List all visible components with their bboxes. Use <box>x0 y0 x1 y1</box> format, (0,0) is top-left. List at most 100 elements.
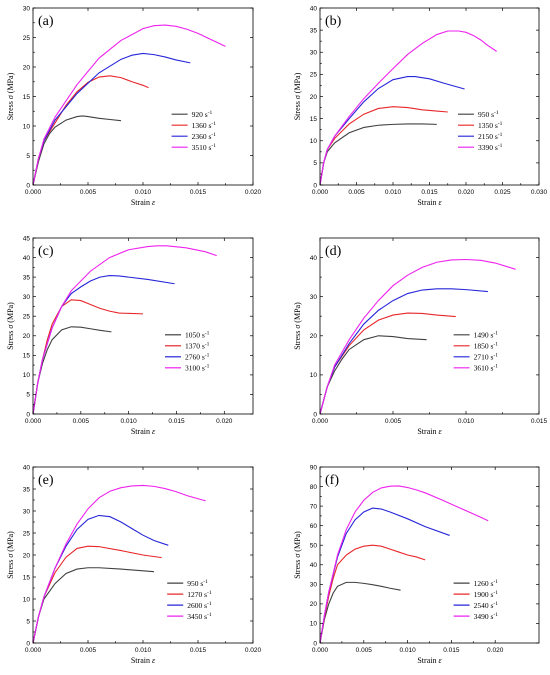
y-tick-label: 0 <box>313 640 317 647</box>
y-tick-label: 10 <box>23 372 31 379</box>
y-tick-label: 35 <box>310 27 318 34</box>
y-tick-label: 60 <box>310 523 318 530</box>
y-tick-label: 0 <box>26 640 30 647</box>
y-tick-label: 15 <box>23 94 31 101</box>
x-tick-label: 0.000 <box>312 647 329 654</box>
series-line-2 <box>32 75 149 186</box>
legend: 920 s-1 1360 s-1 2360 s-1 3510 s-1 <box>171 110 217 152</box>
legend-entry: 2150 s-1 <box>478 132 503 141</box>
x-tick-label: 0.005 <box>80 647 97 654</box>
y-tick-label: 20 <box>310 333 318 340</box>
panel-label: (a) <box>38 14 54 29</box>
legend: 1490 s-1 1850 s-1 2710 s-1 3610 s-1 <box>453 330 499 372</box>
legend-entry: 950 s-1 <box>187 579 208 588</box>
y-tick-label: 25 <box>23 314 31 321</box>
series-line-2 <box>32 545 162 644</box>
series-line-1 <box>32 326 112 415</box>
y-tick-label: 5 <box>26 153 30 160</box>
legend-entry: 3510 s-1 <box>192 143 217 152</box>
series-line-4 <box>319 485 489 644</box>
panel-2: 0.000 0.005 0.010 0.015 0.020 0.025 0.030 0 5 10 1… <box>293 5 548 207</box>
legend-entry: 1490 s-1 <box>474 330 499 339</box>
x-axis-label: Strain ε <box>131 427 156 436</box>
y-tick-label: 20 <box>310 94 318 101</box>
x-tick-label: 0.000 <box>25 418 42 425</box>
legend-entry: 2710 s-1 <box>474 352 499 361</box>
legend: 950 s-1 1350 s-1 2150 s-1 3390 s-1 <box>457 110 503 152</box>
y-tick-label: 20 <box>310 601 318 608</box>
legend-entry: 3100 s-1 <box>185 363 210 372</box>
x-tick-label: 0.015 <box>421 189 438 196</box>
y-tick-label: 30 <box>310 50 318 57</box>
series-line-4 <box>32 24 226 186</box>
y-tick-label: 45 <box>23 235 31 242</box>
x-tick-label: 0.015 <box>443 647 460 654</box>
legend-entry: 2360 s-1 <box>192 132 217 141</box>
x-tick-label: 0.000 <box>25 189 42 196</box>
panel-1: 0.000 0.005 0.010 0.015 0.020 0 5 10 15 20 25 30 Str… <box>6 5 262 207</box>
x-axis-label: Strain ε <box>131 198 156 207</box>
x-tick-label: 0.000 <box>312 189 329 196</box>
x-tick-label: 0.010 <box>458 418 475 425</box>
y-axis-label: Stress σ (MPa) <box>6 302 15 350</box>
series-line-2 <box>319 312 456 415</box>
x-tick-label: 0.010 <box>385 189 402 196</box>
panel-4: 0.000 0.005 0.010 0.015 0 10 20 30 40 Strain ε Str… <box>293 237 548 436</box>
y-tick-label: 70 <box>310 503 318 510</box>
y-tick-label: 40 <box>23 464 31 471</box>
legend-entry: 1850 s-1 <box>474 341 499 350</box>
legend: 1050 s-1 1370 s-1 2760 s-1 3100 s-1 <box>165 330 210 372</box>
x-tick-label: 0.015 <box>531 418 548 425</box>
series-line-3 <box>32 274 175 415</box>
legend-entry: 1270 s-1 <box>187 590 212 599</box>
x-axis-label: Strain ε <box>417 656 442 665</box>
y-tick-label: 30 <box>23 5 31 12</box>
x-tick-label: 0.000 <box>312 418 329 425</box>
y-tick-label: 10 <box>310 621 318 628</box>
plot-frame <box>319 466 540 644</box>
plot-frame <box>319 7 540 186</box>
legend-entry: 3610 s-1 <box>474 363 499 372</box>
y-tick-label: 50 <box>310 543 318 550</box>
legend-entry: 2540 s-1 <box>474 601 499 610</box>
x-tick-label: 0.005 <box>73 418 90 425</box>
y-tick-label: 20 <box>23 552 31 559</box>
plot-frame <box>32 237 254 415</box>
y-tick-label: 0 <box>313 182 317 189</box>
plot-frame <box>32 7 254 186</box>
panel-label: (d) <box>325 244 342 259</box>
y-tick-label: 30 <box>310 582 318 589</box>
y-tick-label: 5 <box>26 618 30 625</box>
panel-label: (f) <box>325 473 339 488</box>
x-tick-label: 0.025 <box>494 189 511 196</box>
x-tick-label: 0.010 <box>135 647 152 654</box>
y-tick-label: 20 <box>23 64 31 71</box>
legend-entry: 3390 s-1 <box>478 143 503 152</box>
y-tick-label: 40 <box>310 5 318 12</box>
panel-label: (b) <box>325 14 342 29</box>
legend-entry: 2760 s-1 <box>185 352 210 361</box>
x-tick-label: 0.010 <box>135 189 152 196</box>
y-tick-label: 0 <box>313 411 317 418</box>
y-tick-label: 90 <box>310 464 318 471</box>
y-tick-label: 10 <box>23 123 31 130</box>
x-tick-label: 0.020 <box>216 418 233 425</box>
series-line-3 <box>319 507 450 644</box>
y-tick-label: 35 <box>23 274 31 281</box>
panel-label: (e) <box>38 473 54 488</box>
legend-entry: 920 s-1 <box>192 110 213 119</box>
x-tick-label: 0.015 <box>190 189 207 196</box>
legend-entry: 1050 s-1 <box>185 330 210 339</box>
y-axis-label: Stress σ (MPa) <box>6 531 15 579</box>
x-tick-label: 0.020 <box>245 647 262 654</box>
y-tick-label: 20 <box>23 333 31 340</box>
x-tick-label: 0.015 <box>190 647 207 654</box>
y-tick-label: 40 <box>23 255 31 262</box>
y-tick-label: 0 <box>26 411 30 418</box>
x-tick-label: 0.020 <box>487 647 504 654</box>
legend-entry: 3450 s-1 <box>187 612 212 621</box>
legend-entry: 1360 s-1 <box>192 121 217 130</box>
legend-entry: 2600 s-1 <box>187 601 212 610</box>
y-tick-label: 25 <box>23 530 31 537</box>
